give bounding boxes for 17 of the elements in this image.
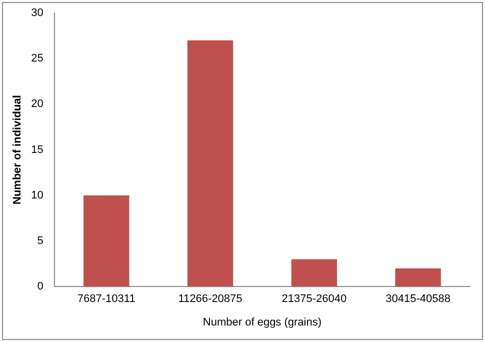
bar [395,268,441,287]
y-tick-label: 15 [31,144,44,156]
y-tick-label: 0 [37,280,44,293]
y-tick-label: 5 [37,235,44,248]
x-tick-label: 30415-40588 [386,293,450,306]
x-tick-label: 11266-20875 [178,293,242,306]
x-axis-title: Number of eggs (grains) [202,316,322,328]
bar [291,259,338,287]
y-tick-label: 20 [31,98,44,110]
bar [187,40,234,287]
y-tick-label: 25 [31,52,44,65]
y-tick-label: 10 [31,189,44,202]
y-tick-label: 30 [31,7,44,20]
y-axis-title: Number of individual [12,95,24,205]
bar [84,195,130,287]
x-tick-label: 21375-26040 [282,293,347,306]
x-tick-label: 7687-10311 [77,293,136,306]
